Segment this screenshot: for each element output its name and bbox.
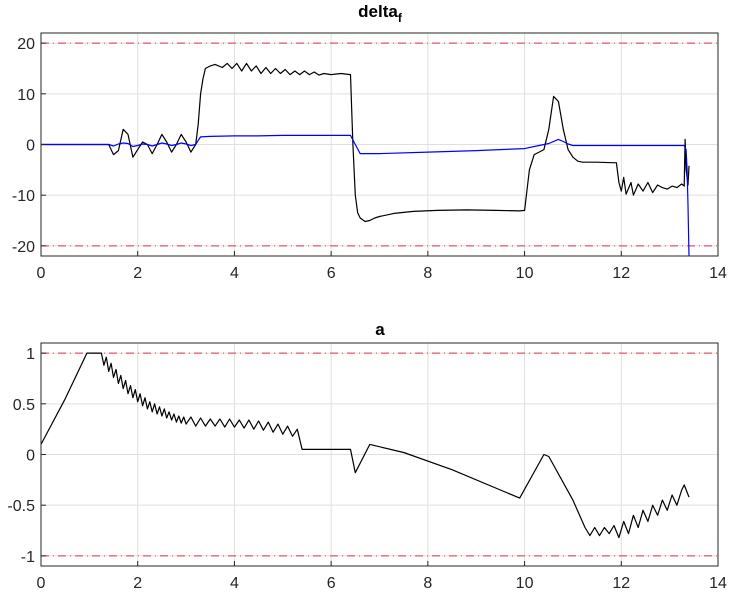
a-y-tick-label: 0 <box>26 448 35 465</box>
a-series <box>40 352 690 539</box>
a-x-tick-label: 6 <box>327 575 336 592</box>
delta-f-axes: deltaf 0 2 4 6 8 10 12 14 -20 -10 0 10 20 <box>12 2 727 282</box>
a-x-tick-label: 4 <box>230 575 239 592</box>
delta-f-series-line-1 <box>41 134 690 257</box>
delta-f-x-tick-label: 0 <box>37 265 46 282</box>
a-title: a <box>375 320 385 339</box>
delta-f-y-tick-label: 20 <box>17 36 35 53</box>
delta-f-x-tick-label: 6 <box>327 265 336 282</box>
delta-f-title-subscript: f <box>398 11 403 25</box>
a-x-tick-label: 0 <box>37 575 46 592</box>
a-x-tick-label: 14 <box>709 575 727 592</box>
a-reference-lines <box>41 352 718 557</box>
delta-f-y-tick-label: 10 <box>17 87 35 104</box>
delta-f-x-tick-label: 10 <box>516 265 534 282</box>
delta-f-y-tick-label: -20 <box>12 239 35 256</box>
a-y-ticks: -1 -0.5 0 0.5 1 <box>7 346 46 566</box>
delta-f-title-main: delta <box>358 2 398 21</box>
a-y-tick-label: -1 <box>21 549 35 566</box>
delta-f-x-tick-label: 14 <box>709 265 727 282</box>
delta-f-series <box>41 62 690 257</box>
a-x-tick-label: 2 <box>133 575 142 592</box>
a-series-line-0 <box>40 352 690 539</box>
delta-f-x-ticks: 0 2 4 6 8 10 12 14 <box>37 251 727 282</box>
a-x-tick-label: 12 <box>612 575 630 592</box>
a-x-tick-label: 10 <box>516 575 534 592</box>
a-y-tick-label: 0.5 <box>13 397 35 414</box>
delta-f-series-line-0 <box>41 62 690 223</box>
delta-f-y-tick-label: -10 <box>12 188 35 205</box>
delta-f-x-tick-label: 4 <box>230 265 239 282</box>
a-y-tick-label: -0.5 <box>7 498 35 515</box>
delta-f-y-tick-label: 0 <box>26 138 35 155</box>
a-x-ticks: 0 2 4 6 8 10 12 14 <box>37 561 727 592</box>
a-y-tick-label: 1 <box>26 346 35 363</box>
delta-f-title: deltaf <box>358 2 403 25</box>
delta-f-reference-lines <box>41 42 718 247</box>
delta-f-x-tick-label: 8 <box>423 265 432 282</box>
a-x-tick-label: 8 <box>423 575 432 592</box>
delta-f-y-ticks: -20 -10 0 10 20 <box>12 36 46 256</box>
a-axes: a 0 2 4 6 8 10 12 14 -1 -0.5 0 0.5 1 <box>7 320 727 592</box>
delta-f-x-tick-label: 12 <box>612 265 630 282</box>
delta-f-x-tick-label: 2 <box>133 265 142 282</box>
